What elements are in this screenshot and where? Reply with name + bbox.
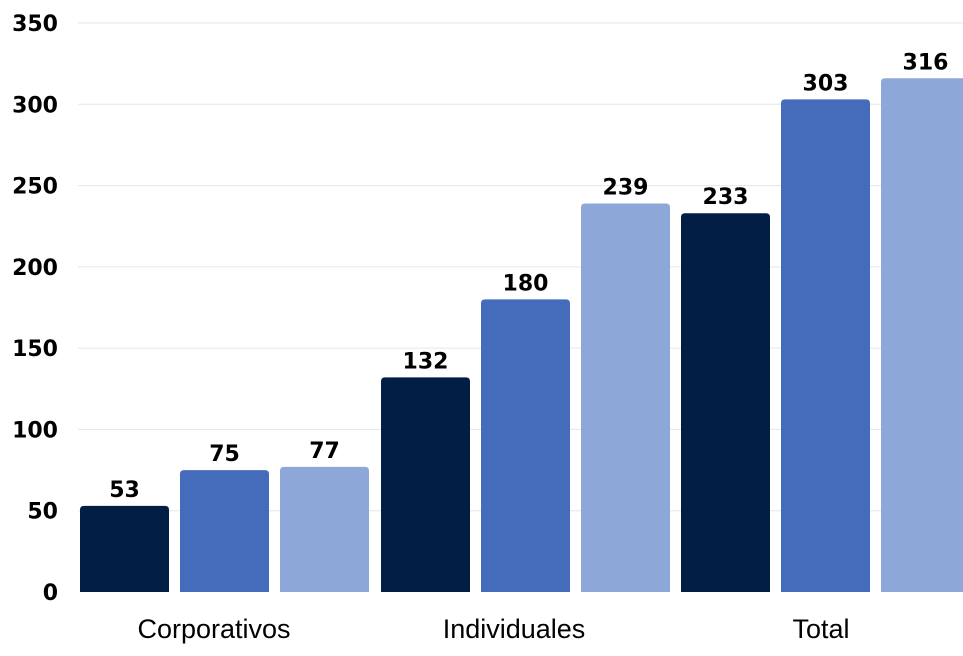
bar-individuales-series-1 [381, 377, 470, 592]
bar-total-series-1 [681, 213, 770, 593]
y-tick-label: 250 [12, 175, 58, 200]
data-label: 239 [603, 175, 649, 200]
bar-total-series-3 [881, 78, 963, 592]
y-tick-label: 300 [12, 93, 58, 118]
y-tick-label: 0 [43, 581, 58, 606]
y-tick-label: 350 [12, 12, 58, 37]
data-label: 316 [903, 50, 949, 75]
bar-corporativos-series-3 [280, 466, 369, 592]
y-axis-ticks: 0 50 100 150 200 250 300 350 [12, 12, 58, 606]
y-tick-label: 50 [27, 500, 58, 525]
bar-individuales-series-2 [481, 299, 570, 592]
y-tick-label: 150 [12, 337, 58, 362]
bar-individuales-series-3 [581, 203, 670, 592]
data-label: 303 [803, 71, 849, 96]
data-label: 75 [209, 442, 240, 467]
bar-total-series-2 [781, 99, 870, 592]
y-tick-label: 100 [12, 418, 58, 443]
x-axis-categories: Corporativos Individuales Total [137, 614, 849, 644]
category-label-total: Total [792, 614, 849, 644]
data-label: 77 [309, 439, 340, 464]
data-label: 53 [109, 478, 140, 503]
data-labels: 53 75 77 132 180 239 233 303 316 [109, 50, 948, 503]
category-label-individuales: Individuales [443, 614, 586, 644]
data-label: 132 [403, 349, 449, 374]
category-label-corporativos: Corporativos [137, 614, 290, 644]
bars [80, 78, 963, 593]
bar-corporativos-series-1 [80, 505, 169, 592]
y-tick-label: 200 [12, 256, 58, 281]
data-label: 233 [703, 185, 749, 210]
bar-corporativos-series-2 [180, 470, 269, 592]
data-label: 180 [503, 271, 549, 296]
